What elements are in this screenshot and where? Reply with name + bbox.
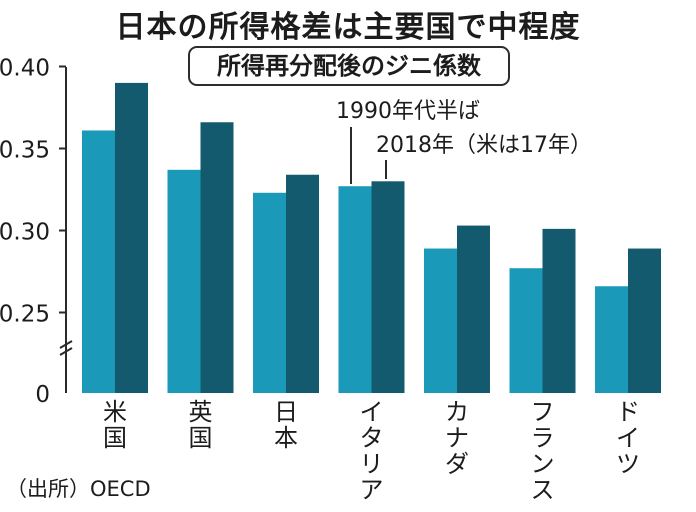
- legend-annotation-1990s: 1990年代半ば: [336, 99, 480, 184]
- bar-1990s-2: [253, 192, 286, 393]
- bar-1990s-0: [82, 130, 115, 393]
- legend-label-1990s: 1990年代半ば: [336, 99, 480, 124]
- x-category-label: 日本: [274, 398, 298, 452]
- x-category-label: 英国: [189, 398, 213, 452]
- bar-2018-1: [200, 122, 234, 393]
- x-category-label: ドイツ: [616, 398, 640, 478]
- x-category-label: フランス: [531, 398, 555, 504]
- y-tick-label: 0.40: [0, 56, 50, 82]
- bar-1990s-1: [167, 169, 201, 393]
- y-tick-label: 0.35: [0, 138, 50, 164]
- x-category-label: イタリア: [360, 398, 384, 504]
- bar-1990s-6: [595, 286, 628, 393]
- chart-title: 日本の所得格差は主要国で中程度: [115, 10, 581, 45]
- y-tick-label: 0: [35, 382, 50, 408]
- legend-annotation-2018: 2018年（米は17年）: [376, 133, 592, 179]
- x-category-label: 米国: [103, 398, 127, 452]
- axis-break-mark: [59, 340, 73, 356]
- source-note: （出所）OECD: [6, 477, 151, 501]
- legend-label-2018: 2018年（米は17年）: [376, 133, 592, 158]
- bar-2018-2: [286, 174, 319, 393]
- bar-2018-4: [457, 225, 490, 393]
- bar-1990s-4: [424, 248, 457, 393]
- x-category-label: カナダ: [445, 398, 469, 478]
- y-tick-label: 0.30: [0, 220, 50, 246]
- y-tick-label: 0.25: [0, 302, 50, 328]
- bar-2018-3: [371, 181, 405, 393]
- bar-1990s-5: [509, 268, 543, 393]
- bar-1990s-3: [338, 186, 372, 393]
- bar-2018-5: [542, 228, 576, 393]
- bar-2018-6: [628, 248, 661, 393]
- bar-2018-0: [115, 82, 148, 394]
- chart-subtitle: 所得再分配後のジニ係数: [188, 46, 510, 86]
